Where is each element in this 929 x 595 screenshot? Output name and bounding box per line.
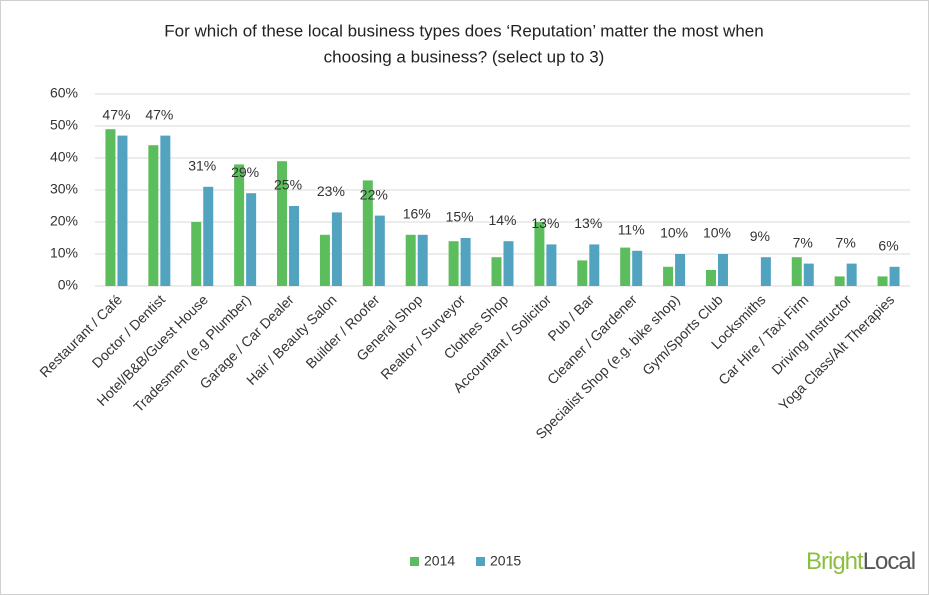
data-label: 7% [793, 234, 813, 250]
bar [191, 222, 202, 286]
data-label: 31% [188, 158, 216, 174]
bar [632, 250, 643, 286]
bar [834, 276, 845, 286]
bar [846, 263, 857, 286]
data-label: 13% [531, 215, 559, 231]
bar [374, 215, 385, 286]
data-label: 25% [274, 177, 302, 193]
data-label: 7% [836, 234, 856, 250]
chart-title: choosing a business? (select up to 3) [324, 47, 605, 66]
data-label: 10% [703, 225, 731, 241]
y-tick-label: 30% [50, 181, 78, 197]
y-tick-label: 40% [50, 149, 78, 165]
bar [405, 234, 416, 286]
bar [760, 257, 771, 286]
logo-part: Local [863, 548, 915, 575]
data-label: 47% [145, 106, 173, 122]
bar [246, 193, 257, 286]
bar [148, 145, 159, 286]
y-tick-label: 20% [50, 213, 78, 229]
data-label: 9% [750, 228, 770, 244]
data-label: 15% [446, 209, 474, 225]
bar [705, 270, 716, 286]
bar [620, 247, 631, 286]
data-label: 29% [231, 164, 259, 180]
bar [546, 244, 557, 286]
bar [289, 206, 300, 286]
bar [491, 257, 502, 286]
bar [460, 238, 471, 286]
y-tick-label: 10% [50, 245, 78, 261]
bar [105, 129, 116, 286]
data-label: 47% [102, 106, 130, 122]
bar [503, 241, 514, 286]
data-label: 10% [660, 225, 688, 241]
legend-swatch [476, 557, 485, 566]
bar [277, 161, 288, 286]
chart-title: For which of these local business types … [164, 21, 763, 40]
y-tick-label: 50% [50, 117, 78, 133]
y-tick-label: 60% [50, 85, 78, 101]
data-label: 16% [403, 206, 431, 222]
logo: BrightLocal [806, 548, 915, 575]
data-label: 13% [574, 215, 602, 231]
bar [717, 254, 728, 286]
bar [362, 180, 373, 286]
bar [534, 222, 545, 286]
bar [663, 266, 674, 286]
bar [234, 164, 245, 286]
bar [877, 276, 888, 286]
data-label: 22% [360, 186, 388, 202]
legend-label: 2015 [490, 553, 521, 569]
bar [417, 234, 428, 286]
bar [803, 263, 814, 286]
bar [117, 135, 128, 286]
y-tick-label: 0% [58, 277, 78, 293]
bar [589, 244, 600, 286]
bar [889, 266, 900, 286]
data-label: 23% [317, 183, 345, 199]
data-label: 14% [488, 212, 516, 228]
bar [331, 212, 342, 286]
bar [675, 254, 686, 286]
bar [319, 234, 330, 286]
data-label: 6% [878, 238, 898, 254]
data-label: 11% [618, 222, 645, 238]
legend-label: 2014 [424, 553, 455, 569]
logo-part: Bright [806, 548, 864, 575]
bar [791, 257, 802, 286]
bar [203, 186, 214, 286]
bar [577, 260, 588, 286]
bar [160, 135, 171, 286]
legend-swatch [410, 557, 419, 566]
bar [448, 241, 459, 286]
